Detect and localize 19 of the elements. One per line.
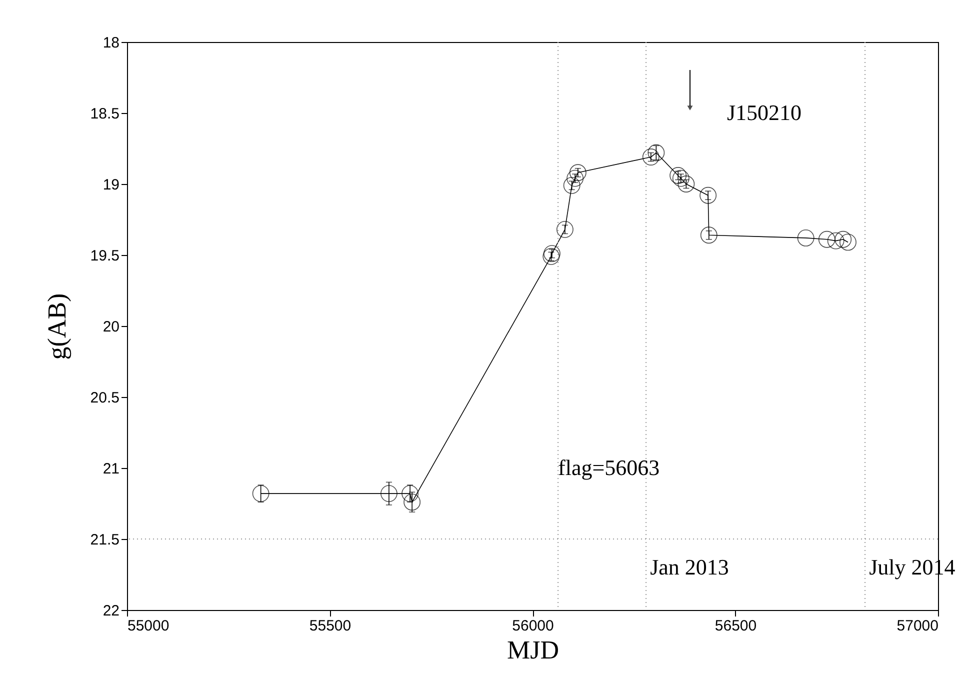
x-tick-label: 55000 [128,618,170,634]
y-tick-label: 18.5 [90,106,120,122]
x-tick-label: 57000 [896,618,938,634]
y-tick-label: 20 [102,318,120,336]
y-tick-label: 21 [102,460,120,478]
y-tick-label: 21.5 [90,532,120,548]
x-tick-label: 56500 [714,618,757,634]
y-tick-label: 22 [102,602,120,620]
x-axis-title: MJD [506,636,560,664]
x-tick-label: 56000 [512,618,554,634]
annotation: J150210 [727,100,802,125]
annotation: Jan 2013 [650,554,729,580]
x-tick-label: 55500 [309,618,352,634]
y-tick-label: 18 [102,34,120,52]
y-tick-label: 20.5 [90,390,120,406]
y-axis-title: g(AB) [42,293,72,360]
y-tick-label: 19.5 [90,248,120,264]
annotation: flag=56063 [558,455,660,480]
y-tick-label: 19 [102,176,120,194]
